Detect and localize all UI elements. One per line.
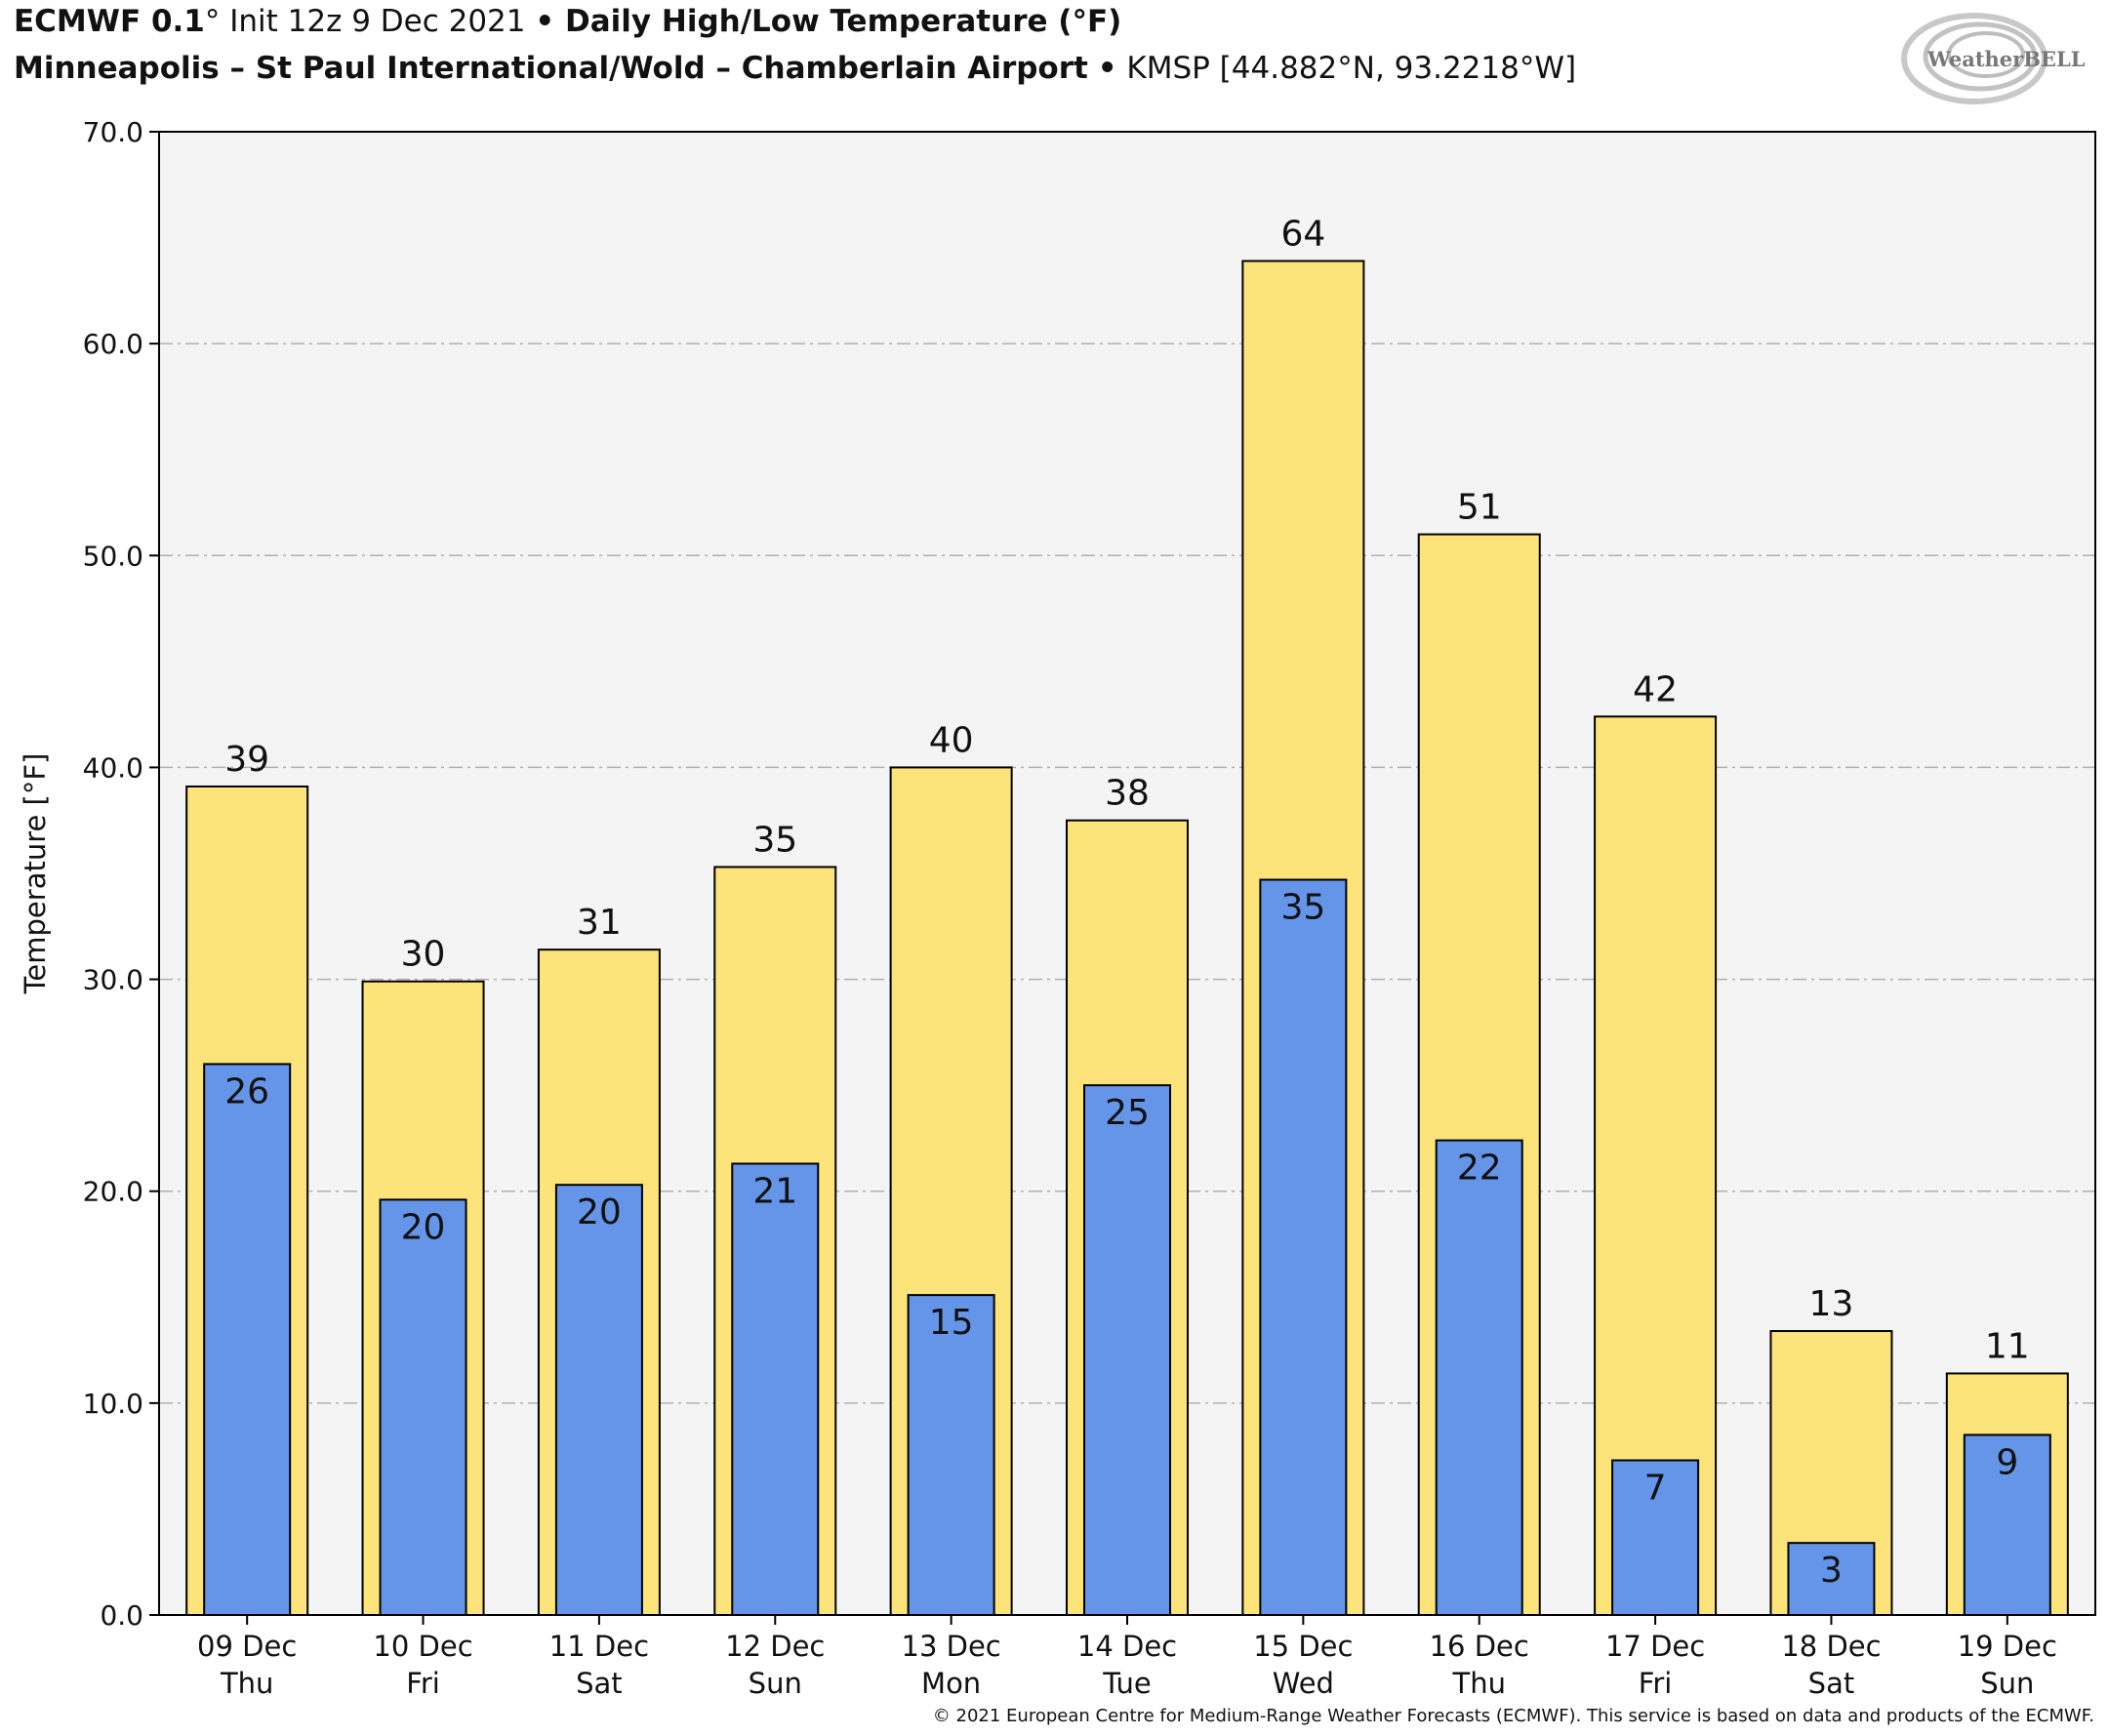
y-tick-label: 10.0	[83, 1388, 143, 1420]
low-temp-bar	[907, 1294, 995, 1616]
weatherbell-logo: WeatherBELL	[1901, 13, 2086, 104]
y-tick-label: 60.0	[83, 328, 143, 360]
x-tick-label-day: Mon	[921, 1667, 981, 1700]
x-tick-label-day: Tue	[1102, 1667, 1152, 1700]
high-temp-label: 31	[577, 903, 622, 943]
logo-text: WeatherBELL	[1926, 47, 2086, 71]
low-temp-label: 22	[1457, 1149, 1502, 1189]
x-tick-label-date: 11 Dec	[549, 1630, 649, 1663]
x-tick-label-date: 15 Dec	[1253, 1630, 1353, 1663]
x-tick-label-date: 17 Dec	[1605, 1630, 1705, 1663]
x-tick-label-date: 16 Dec	[1430, 1630, 1529, 1663]
x-tick-label-day: Sun	[1980, 1667, 2034, 1700]
x-tick-label-day: Sun	[749, 1667, 802, 1700]
station-line: Minneapolis – St Paul International/Wold…	[14, 51, 1576, 86]
axes: 0.0 10.0 20.0 30.0 40.0 50.0 60.0 70.0 Temperatu…	[19, 116, 2057, 1700]
low-temp-label: 25	[1105, 1093, 1150, 1133]
x-tick-label-date: 09 Dec	[197, 1630, 297, 1663]
x-tick-label-date: 12 Dec	[725, 1630, 825, 1663]
low-temp-bar	[203, 1063, 292, 1616]
y-tick-label: 20.0	[83, 1176, 143, 1208]
low-temp-bar	[554, 1184, 643, 1616]
x-tick-label-day: Thu	[220, 1667, 273, 1700]
high-temp-label: 51	[1457, 488, 1502, 528]
low-temp-label: 7	[1644, 1468, 1667, 1508]
copyright-footer: © 2021 European Centre for Medium-Range …	[932, 1706, 2094, 1726]
x-tick-label-date: 14 Dec	[1077, 1630, 1177, 1663]
bullet-separator: •	[1097, 51, 1117, 86]
low-temp-bar	[1259, 878, 1348, 1616]
high-temp-label: 64	[1280, 214, 1325, 254]
low-temp-label: 20	[401, 1207, 446, 1247]
high-temp-label: 35	[752, 820, 797, 860]
product-title: Daily High/Low Temperature (°F)	[554, 4, 1122, 39]
bars	[185, 260, 2069, 1617]
high-temp-label: 42	[1633, 669, 1678, 709]
high-temp-label: 13	[1809, 1284, 1854, 1324]
y-tick-label: 0.0	[100, 1599, 143, 1632]
low-temp-label: 35	[1280, 888, 1325, 928]
low-temp-bar	[1611, 1459, 1700, 1616]
x-tick-label-day: Fri	[1639, 1667, 1673, 1700]
high-temp-label: 30	[401, 935, 446, 975]
high-temp-label: 40	[929, 720, 974, 760]
low-temp-label: 26	[224, 1071, 269, 1111]
low-temp-label: 3	[1820, 1551, 1843, 1591]
model-name: ECMWF 0.1	[14, 4, 205, 39]
y-tick-label: 40.0	[83, 751, 143, 784]
high-temp-label: 39	[224, 740, 269, 780]
low-temp-label: 21	[752, 1171, 797, 1211]
x-tick-label-date: 10 Dec	[373, 1630, 472, 1663]
x-tick-label-date: 19 Dec	[1958, 1630, 2057, 1663]
bullet-separator: •	[535, 4, 555, 39]
station-name: Minneapolis – St Paul International/Wold…	[14, 51, 1088, 86]
y-axis-label: Temperature [°F]	[19, 753, 52, 995]
degree-mark: °	[204, 4, 221, 39]
low-temp-bar	[731, 1162, 820, 1616]
swirl-icon	[1901, 13, 2047, 104]
low-temp-bar	[1083, 1084, 1171, 1616]
y-tick-label: 30.0	[83, 964, 143, 996]
x-tick-label-day: Sat	[1808, 1667, 1855, 1700]
x-tick-label-day: Sat	[576, 1667, 623, 1700]
low-temp-bar	[1435, 1139, 1523, 1616]
y-tick-label: 50.0	[83, 540, 143, 572]
data-labels: 39 26 30 20 31 20 35 21 40 15 38 25 64 35 51 22 42 7 13 3 11…	[224, 214, 2029, 1591]
low-temp-label: 9	[1996, 1442, 2018, 1482]
low-temp-bar	[1963, 1433, 2051, 1617]
station-info: KMSP [44.882°N, 93.2218°W]	[1116, 51, 1577, 86]
low-temp-bar	[379, 1198, 467, 1617]
high-temp-label: 38	[1105, 774, 1150, 814]
chart-title-line: ECMWF 0.1° Init 12z 9 Dec 2021 • Daily H…	[14, 4, 1121, 39]
high-temp-label: 11	[1985, 1326, 2030, 1366]
x-tick-label-day: Wed	[1273, 1667, 1334, 1700]
x-tick-label-date: 18 Dec	[1781, 1630, 1881, 1663]
x-tick-label-day: Fri	[406, 1667, 440, 1700]
low-temp-label: 20	[577, 1192, 622, 1232]
y-tick-label: 70.0	[83, 116, 143, 148]
plot-frame	[158, 131, 2096, 1616]
low-temp-label: 15	[929, 1303, 974, 1343]
x-tick-label-date: 13 Dec	[902, 1630, 1001, 1663]
x-tick-label-day: Thu	[1451, 1667, 1505, 1700]
init-time: Init 12z 9 Dec 2021	[220, 4, 536, 39]
